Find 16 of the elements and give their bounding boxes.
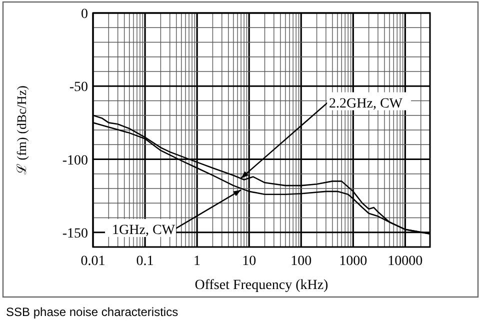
annotation: 1GHz, CW [112, 222, 176, 238]
y-tick-label: -50 [69, 80, 88, 96]
x-tick-label: 0.1 [136, 254, 154, 269]
y-tick-label: -100 [62, 153, 88, 168]
x-tick-label: 10 [242, 254, 256, 269]
text: SSB phase noise characteristics [6, 305, 178, 319]
x-axis-title: Offset Frequency (kHz) [194, 278, 329, 293]
x-tick-label: 0.01 [80, 254, 106, 269]
y-tick-label: -150 [62, 226, 88, 242]
y-tick-label: 0 [81, 7, 88, 22]
x-tick-label: 1000 [339, 254, 368, 269]
x-tick-label: 100 [290, 254, 312, 269]
annotation: 2.2GHz, CW [329, 96, 404, 112]
x-tick-label: 1 [194, 254, 201, 269]
y-axis-title: ℒ (fm) (dBc/Hz) [14, 86, 29, 174]
x-tick-label: 10000 [388, 254, 423, 269]
